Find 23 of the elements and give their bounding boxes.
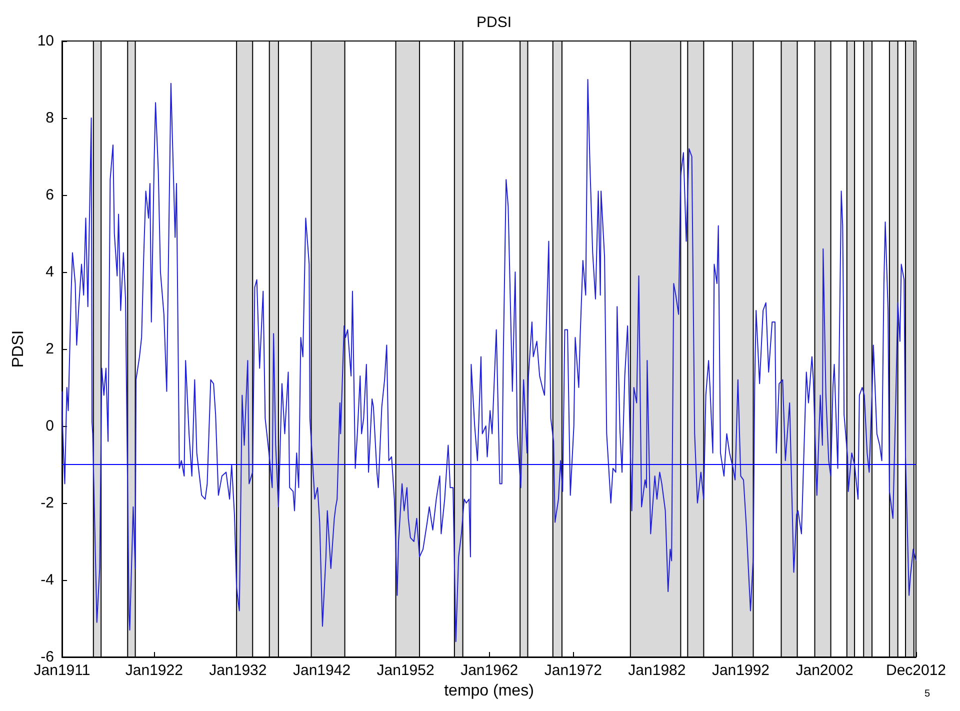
y-tick-label: -4	[40, 572, 54, 588]
x-tick-label: Jan1942	[292, 662, 351, 679]
x-tick-label: Jan1962	[460, 662, 518, 679]
y-tick-label: 8	[46, 110, 54, 126]
y-tick-label: -2	[40, 494, 54, 512]
text: 5	[924, 688, 930, 700]
x-tick-label: Jan2002	[796, 662, 854, 679]
x-tick-label: Jan1952	[376, 662, 434, 679]
y-tick-label: 10	[37, 32, 54, 50]
y-tick-label: 0	[46, 418, 54, 434]
y-tick-label: 4	[46, 264, 54, 280]
x-tick-label: Jan1932	[209, 662, 267, 679]
y-axis-title: PDSI	[10, 330, 27, 368]
x-tick-label: Jan1992	[712, 662, 770, 679]
x-tick-label: Jan1972	[544, 662, 602, 679]
x-axis-title: tempo (mes)	[444, 682, 534, 700]
x-tick-label: Dec2012	[886, 662, 946, 679]
y-tick-label: 6	[46, 186, 54, 204]
x-tick-label: Jan1922	[125, 662, 183, 679]
line-series	[62, 79, 916, 642]
y-tick-label: 2	[46, 340, 54, 358]
x-tick-label: Jan1982	[628, 662, 686, 679]
chart-title: PDSI	[476, 14, 512, 31]
